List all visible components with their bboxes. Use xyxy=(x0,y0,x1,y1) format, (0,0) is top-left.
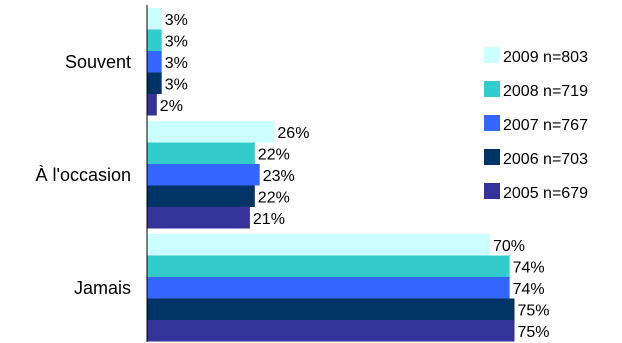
bar-a-l-occasion-2005 xyxy=(147,207,250,229)
bar-souvent-2005 xyxy=(147,94,157,116)
legend-label-2008: 2008 n=719 xyxy=(503,83,588,100)
bar-souvent-2006 xyxy=(147,72,162,94)
bar-a-l-occasion-2007 xyxy=(147,164,260,186)
value-label-jamais-2008: 74% xyxy=(513,259,545,276)
legend-swatch-2005 xyxy=(484,183,500,199)
category-label-a-l-occasion: À l'occasion xyxy=(36,165,131,185)
bars-group xyxy=(147,8,515,342)
value-label-souvent-2007: 3% xyxy=(165,55,188,72)
bar-jamais-2009 xyxy=(147,234,490,256)
legend-label-2006: 2006 n=703 xyxy=(503,151,588,168)
value-label-a-l-occasion-2007: 23% xyxy=(263,168,295,185)
value-labels-group: 3% 3% 3% 3% 2% 26% 22% 23% 22% 21% 70% 74% 74% 75% 75% xyxy=(160,12,550,341)
bar-jamais-2006 xyxy=(147,298,515,320)
bar-souvent-2007 xyxy=(147,51,162,73)
category-label-souvent: Souvent xyxy=(65,52,131,72)
value-label-jamais-2005: 75% xyxy=(518,324,550,341)
bar-jamais-2007 xyxy=(147,277,510,299)
legend-swatch-2009 xyxy=(484,47,500,63)
bar-souvent-2008 xyxy=(147,29,162,51)
bar-a-l-occasion-2006 xyxy=(147,185,255,207)
value-label-jamais-2007: 74% xyxy=(513,281,545,298)
legend-swatch-2006 xyxy=(484,149,500,165)
legend-label-2009: 2009 n=803 xyxy=(503,49,588,66)
value-label-jamais-2006: 75% xyxy=(518,302,550,319)
legend-swatch-2008 xyxy=(484,81,500,97)
legend-label-2005: 2005 n=679 xyxy=(503,185,588,202)
category-labels-group: Souvent À l'occasion Jamais xyxy=(36,52,131,298)
value-label-a-l-occasion-2006: 22% xyxy=(258,189,290,206)
value-label-a-l-occasion-2008: 22% xyxy=(258,146,290,163)
value-label-jamais-2009: 70% xyxy=(493,238,525,255)
category-label-jamais: Jamais xyxy=(74,278,131,298)
legend: 2009 n=803 2008 n=719 2007 n=767 2006 n=703… xyxy=(484,47,588,202)
value-label-souvent-2009: 3% xyxy=(165,12,188,29)
value-label-a-l-occasion-2009: 26% xyxy=(277,125,309,142)
legend-swatch-2007 xyxy=(484,115,500,131)
value-label-a-l-occasion-2005: 21% xyxy=(253,211,285,228)
value-label-souvent-2005: 2% xyxy=(160,98,183,115)
bar-a-l-occasion-2008 xyxy=(147,142,255,164)
bar-a-l-occasion-2009 xyxy=(147,121,275,143)
bar-souvent-2009 xyxy=(147,8,162,30)
bar-jamais-2008 xyxy=(147,255,510,277)
value-label-souvent-2008: 3% xyxy=(165,33,188,50)
legend-label-2007: 2007 n=767 xyxy=(503,117,588,134)
bar-jamais-2005 xyxy=(147,320,515,342)
value-label-souvent-2006: 3% xyxy=(165,76,188,93)
